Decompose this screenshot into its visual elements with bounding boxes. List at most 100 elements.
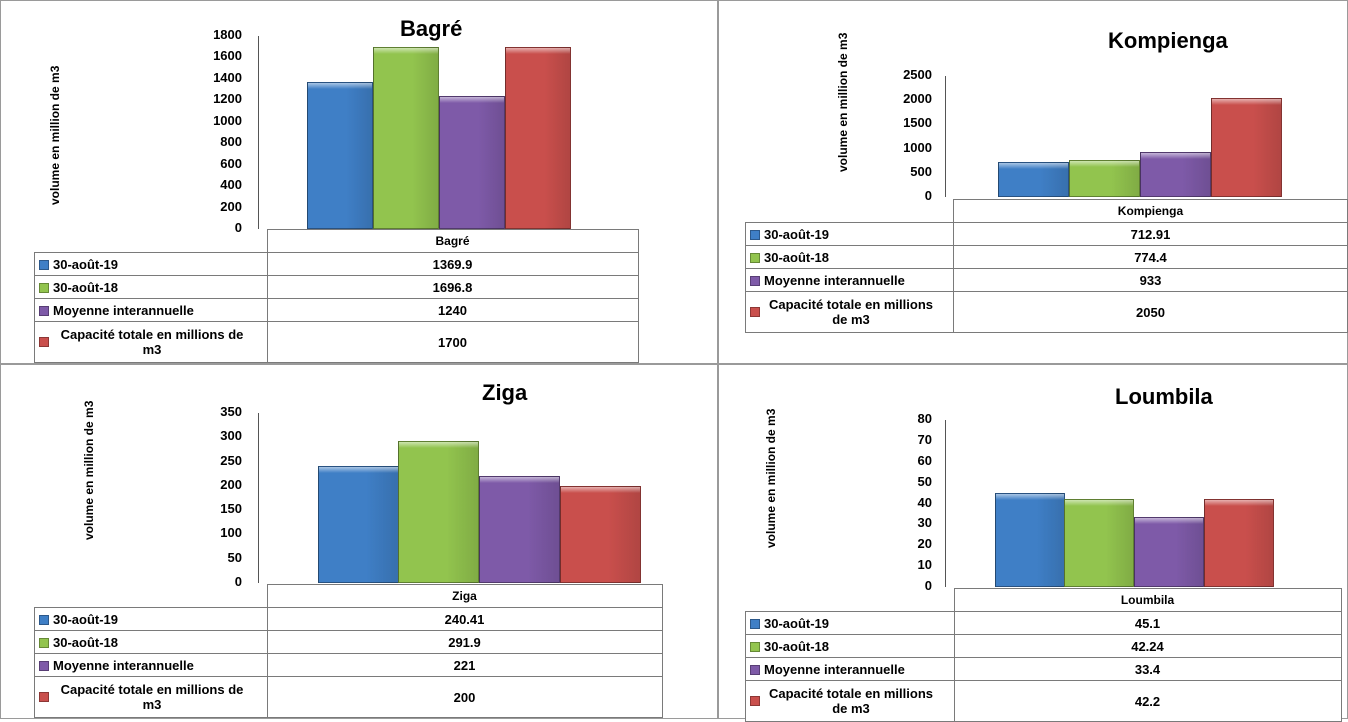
data-label-moyenne-interannuelle: 933 bbox=[952, 268, 1348, 292]
table-corner bbox=[746, 589, 955, 612]
kompienga-y-tick-2500: 2500 bbox=[903, 67, 932, 82]
bagre-y-tick-0: 0 bbox=[234, 220, 242, 235]
data-label-30-aout-19: 712.91 bbox=[952, 222, 1348, 246]
bar-highlight bbox=[319, 467, 398, 474]
bagre-bar-30-aout-19 bbox=[307, 82, 373, 229]
ziga-bar-30-aout-19 bbox=[318, 466, 399, 583]
bar-highlight bbox=[999, 163, 1068, 170]
kompienga-y-tick-500: 500 bbox=[910, 163, 932, 179]
legend-label: Capacité totale en millions de m3 bbox=[769, 686, 933, 716]
table-header-row: Loumbila bbox=[746, 588, 1342, 612]
table-row: 30-août-18 774.4 bbox=[745, 245, 1348, 269]
ziga-y-tick-50: 50 bbox=[227, 549, 242, 565]
table-row: 30-août-18 291.9 bbox=[34, 630, 663, 654]
bagre-y-tick-600: 600 bbox=[220, 155, 242, 171]
bagre-data-table: Bagré 30-août-19 1369.9 30-août-18 1696.8 Moy… bbox=[34, 229, 639, 363]
bagre-y-tick-1800: 1800 bbox=[213, 27, 242, 42]
bar-highlight bbox=[308, 83, 372, 90]
kompienga-y-tick-1500: 1500 bbox=[903, 115, 932, 131]
legend-label: Moyenne interannuelle bbox=[764, 661, 905, 677]
loumbila-bar-30-aout-19 bbox=[995, 492, 1065, 587]
loumbila-chart-title: Loumbila bbox=[1115, 384, 1213, 409]
bagre-bar-30-aout-18 bbox=[373, 47, 439, 229]
loumbila-y-tick-20: 20 bbox=[917, 536, 932, 552]
ziga-y-tick-0: 0 bbox=[234, 574, 242, 589]
table-corner bbox=[35, 585, 268, 608]
legend-key-icon bbox=[750, 619, 760, 630]
ziga-y-tick-250: 250 bbox=[220, 452, 242, 468]
legend-key-icon bbox=[39, 692, 49, 702]
legend-key-icon bbox=[39, 661, 49, 672]
loumbila-y-tick-10: 10 bbox=[917, 557, 932, 573]
legend-entry-30-aout-18: 30-août-18 bbox=[34, 275, 268, 299]
kompienga-y-tick-2000: 2000 bbox=[903, 91, 932, 107]
bagre-y-tick-1400: 1400 bbox=[213, 69, 242, 85]
ziga-y-tick-200: 200 bbox=[220, 476, 242, 492]
legend-label: 30-août-18 bbox=[53, 634, 119, 650]
bagre-category-label: Bagré bbox=[266, 229, 639, 253]
loumbila-bar-moyenne-interannuelle bbox=[1134, 517, 1204, 587]
ziga-y-tick-350: 350 bbox=[220, 404, 242, 419]
table-corner bbox=[35, 230, 268, 253]
legend-label: Capacité totale en millions de m3 bbox=[769, 297, 933, 327]
kompienga-chart-title: Kompienga bbox=[1108, 28, 1228, 53]
data-label-30-aout-19: 45.1 bbox=[953, 611, 1342, 635]
legend-key-icon bbox=[750, 642, 760, 653]
kompienga-data-table: Kompienga 30-août-19 712.91 30-août-18 774.4… bbox=[745, 199, 1348, 333]
bar-highlight bbox=[1065, 499, 1133, 506]
legend-label: 30-août-19 bbox=[53, 611, 119, 627]
data-label-30-aout-18: 42.24 bbox=[953, 634, 1342, 658]
kompienga-bar-capacite-totale-en-millions-de-m3 bbox=[1211, 97, 1282, 197]
bagre-chart-frame bbox=[0, 0, 718, 364]
ziga-bar-capacite-totale-en-millions-de-m3 bbox=[560, 485, 641, 583]
kompienga-y-tick-0: 0 bbox=[924, 188, 932, 203]
table-row: Capacité totale en millions de m3 2050 bbox=[745, 291, 1348, 333]
table-corner bbox=[746, 200, 954, 223]
legend-label: 30-août-19 bbox=[764, 226, 830, 242]
loumbila-category-label: Loumbila bbox=[953, 588, 1342, 612]
bagre-y-tick-400: 400 bbox=[220, 177, 242, 193]
bar-highlight bbox=[1205, 499, 1273, 506]
data-label-30-aout-18: 291.9 bbox=[266, 630, 663, 654]
legend-entry-moyenne-interannuelle: Moyenne interannuelle bbox=[34, 653, 268, 677]
data-label-moyenne-interannuelle: 33.4 bbox=[953, 657, 1342, 681]
legend-key-icon bbox=[39, 260, 49, 271]
table-header-row: Ziga bbox=[35, 584, 663, 608]
legend-label: 30-août-18 bbox=[53, 279, 119, 295]
kompienga-category-label: Kompienga bbox=[952, 199, 1348, 223]
ziga-category-label: Ziga bbox=[266, 584, 663, 608]
data-label-30-aout-19: 240.41 bbox=[266, 607, 663, 631]
table-row: 30-août-19 712.91 bbox=[745, 222, 1348, 246]
bar-highlight bbox=[399, 442, 478, 449]
bagre-bar-moyenne-interannuelle bbox=[439, 96, 505, 229]
bar-highlight bbox=[561, 486, 640, 493]
kompienga-bar-moyenne-interannuelle bbox=[1140, 151, 1211, 197]
kompienga-y-axis bbox=[945, 76, 946, 197]
legend-label: 30-août-18 bbox=[764, 638, 830, 654]
legend-key-icon bbox=[750, 253, 760, 264]
kompienga-bar-30-aout-18 bbox=[1069, 159, 1140, 197]
data-label-capacite-totale-en-millions-de-m3: 42.2 bbox=[953, 680, 1342, 722]
legend-entry-30-aout-18: 30-août-18 bbox=[34, 630, 268, 654]
legend-key-icon bbox=[39, 638, 49, 649]
data-label-30-aout-18: 1696.8 bbox=[266, 275, 639, 299]
legend-key-icon bbox=[750, 276, 760, 287]
table-header-row: Bagré bbox=[35, 229, 639, 253]
table-row: Capacité totale en millions de m3 1700 bbox=[34, 321, 639, 363]
ziga-y-axis bbox=[258, 413, 259, 583]
data-label-capacite-totale-en-millions-de-m3: 200 bbox=[266, 676, 663, 718]
legend-entry-30-aout-18: 30-août-18 bbox=[745, 245, 954, 269]
bar-highlight bbox=[1212, 98, 1281, 105]
loumbila-y-tick-30: 30 bbox=[917, 515, 932, 531]
legend-entry-capacite-totale-en-millions-de-m3: Capacité totale en millions de m3 bbox=[745, 680, 955, 722]
table-row: Capacité totale en millions de m3 200 bbox=[34, 676, 663, 718]
ziga-bar-30-aout-18 bbox=[398, 441, 479, 583]
legend-key-icon bbox=[39, 615, 49, 626]
loumbila-y-tick-40: 40 bbox=[917, 494, 932, 510]
legend-label: 30-août-18 bbox=[764, 249, 830, 265]
bar-highlight bbox=[480, 476, 559, 483]
legend-label: Moyenne interannuelle bbox=[53, 657, 194, 673]
loumbila-data-table: Loumbila 30-août-19 45.1 30-août-18 42.24 Moy… bbox=[745, 588, 1342, 722]
bar-highlight bbox=[1070, 160, 1139, 167]
table-row: Moyenne interannuelle 33.4 bbox=[745, 657, 1342, 681]
